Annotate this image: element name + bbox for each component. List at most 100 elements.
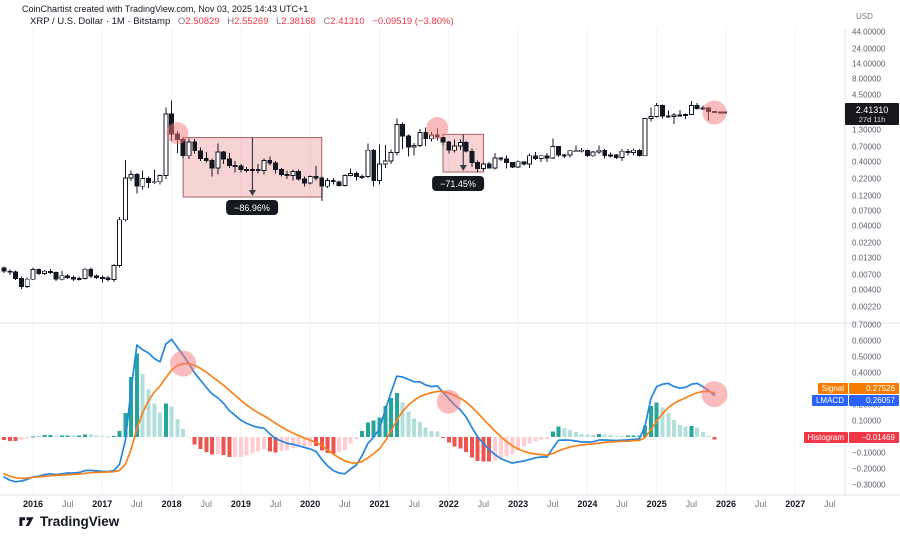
macd-histogram-bar [521,437,526,447]
candle-body [538,155,544,160]
price-tick-label: 0.22000 [852,174,881,184]
macd-histogram-bar [82,434,87,437]
price-tick-label: 14.00000 [852,59,886,69]
macd-histogram-bar [423,427,428,437]
macd-histogram-bar [429,430,434,437]
macd-histogram-bar [181,428,186,437]
candle-body [492,157,498,169]
candle-body [186,141,192,157]
candle-body [325,179,330,187]
time-tick-label: Jul [408,499,420,509]
price-tick-label: 1.30000 [852,125,881,135]
candle-body [359,176,365,179]
macd-histogram-bar [146,389,151,437]
candle-body [660,105,665,117]
candle-body [88,268,94,277]
macd-histogram-bar [256,437,261,452]
macd-histogram-bar [412,418,417,437]
drawdown-label-1[interactable]: −86.96% [226,200,278,215]
candle-body [400,124,406,137]
macd-histogram-bar [313,437,318,446]
macd-histogram-bar [192,437,197,445]
drawdown-label-2[interactable]: −71.45% [432,176,484,191]
macd-histogram-bar [59,435,64,437]
macd-histogram-bar [331,437,336,454]
highlight-circle [436,389,461,414]
indicator-tick-label: −0.10000 [852,448,886,458]
high-value: 2.55269 [234,16,269,27]
candle-body [631,149,637,154]
candle-body [515,161,521,168]
candle-body [42,270,47,274]
candle-body [336,181,342,186]
time-tick-label: 2025 [646,499,667,509]
macd-histogram-bar [48,435,53,437]
time-tick-label: 2022 [438,499,459,509]
tradingview-logo[interactable]: TradingView [18,513,119,530]
candle-body [7,270,13,273]
macd-histogram-bar [186,436,191,438]
macd-histogram-bar [88,434,93,437]
time-tick-label: 2018 [161,499,182,509]
macd-histogram-bar [250,437,255,454]
candle-body [353,172,359,178]
time-tick-label: 2020 [300,499,321,509]
macd-histogram-bar [262,437,266,450]
macd-histogram-bar [643,425,648,437]
signal-line [3,362,716,480]
price-tick-label: 0.40000 [852,157,881,167]
macd-histogram-bar [417,422,422,437]
candle-body [238,165,244,171]
time-tick-label: Jul [269,499,282,509]
currency-label[interactable]: USD [856,12,873,21]
time-tick-label: 2024 [577,499,598,509]
macd-histogram-bar [360,430,365,437]
highlight-circle [166,122,189,145]
macd-histogram-bar [204,437,209,453]
macd-histogram-bar [562,428,567,437]
macd-histogram-bar [296,437,301,448]
macd-histogram-bar [13,437,18,441]
highlight-circle [170,350,197,377]
macd-histogram-bar [198,437,203,449]
time-tick-label: 2017 [92,499,113,509]
candle-body [249,169,255,172]
macd-histogram-bar [123,413,128,437]
macd-histogram-bar [533,437,538,441]
price-tick-label: 0.01300 [852,253,881,263]
price-tick-label: 0.12000 [852,191,881,201]
symbol-title[interactable]: XRP / U.S. Dollar · 1M · Bitstamp [30,16,171,27]
macd-histogram-bar [290,437,295,449]
macd-histogram-bar [163,403,168,437]
indicator-tick-label: 0.50000 [852,352,881,362]
macd-histogram-bar [637,435,642,437]
macd-histogram-bar [648,405,653,437]
macd-histogram-bar [539,437,544,440]
candle-body [365,149,371,178]
macd-histogram-bar [677,424,682,437]
candle-body [209,160,215,169]
macd-histogram-bar [516,437,521,450]
candle-body [388,152,394,162]
symbol-bar[interactable]: XRP / U.S. Dollar · 1M · Bitstamp O2.508… [30,16,454,27]
time-tick-label: 2016 [22,499,44,509]
candle-body [151,181,157,184]
macd-histogram-bar [365,422,370,437]
macd-histogram-bar [527,437,532,444]
price-tick-label: 8.00000 [852,74,881,84]
candle-body [105,277,111,281]
macd-histogram-bar [158,412,163,437]
macd-histogram-bar [620,435,625,437]
price-tick-label: 0.70000 [852,142,881,152]
candle-body [70,276,76,280]
macd-histogram-bar [348,437,353,444]
candle-body [255,169,261,172]
candle-body [53,272,59,280]
candle-body [221,151,227,160]
macd-histogram-bar [400,402,405,437]
candle-body [284,173,290,176]
candle-body [290,170,296,176]
macd-histogram-bar [550,431,555,437]
candle-body [348,172,354,176]
